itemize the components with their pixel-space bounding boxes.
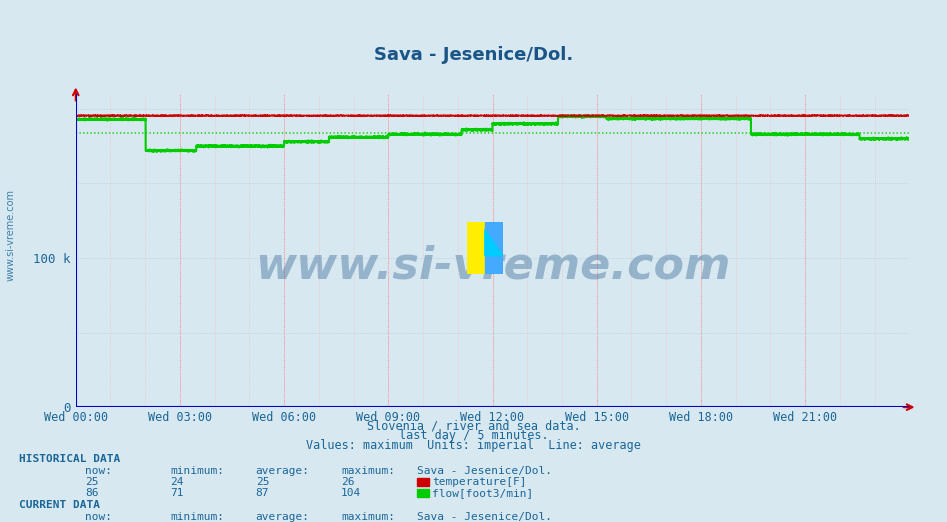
Text: last day / 5 minutes.: last day / 5 minutes. [399, 430, 548, 442]
Text: minimum:: minimum: [170, 512, 224, 522]
Text: www.si-vreme.com: www.si-vreme.com [255, 245, 730, 288]
Text: average:: average: [256, 466, 310, 476]
Text: now:: now: [85, 512, 113, 522]
Text: CURRENT DATA: CURRENT DATA [19, 500, 100, 511]
Text: 26: 26 [341, 477, 354, 488]
Text: Slovenia / river and sea data.: Slovenia / river and sea data. [366, 420, 581, 433]
Text: maximum:: maximum: [341, 512, 395, 522]
Text: 25: 25 [256, 477, 269, 488]
Text: maximum:: maximum: [341, 466, 395, 476]
Text: 25: 25 [85, 477, 98, 488]
Text: www.si-vreme.com: www.si-vreme.com [6, 189, 16, 281]
Text: Sava - Jesenice/Dol.: Sava - Jesenice/Dol. [374, 46, 573, 64]
Text: Values: maximum  Units: imperial  Line: average: Values: maximum Units: imperial Line: av… [306, 439, 641, 452]
Text: Sava - Jesenice/Dol.: Sava - Jesenice/Dol. [417, 512, 552, 522]
Bar [467, 222, 485, 274]
Text: 71: 71 [170, 488, 184, 499]
Text: average:: average: [256, 512, 310, 522]
Text: 24: 24 [170, 477, 184, 488]
Text: 104: 104 [341, 488, 361, 499]
Bar [485, 222, 503, 274]
Text: now:: now: [85, 466, 113, 476]
Text: HISTORICAL DATA: HISTORICAL DATA [19, 454, 120, 465]
Text: flow[foot3/min]: flow[foot3/min] [432, 488, 533, 499]
Text: 87: 87 [256, 488, 269, 499]
Text: Sava - Jesenice/Dol.: Sava - Jesenice/Dol. [417, 466, 552, 476]
Text: 86: 86 [85, 488, 98, 499]
Text: temperature[F]: temperature[F] [432, 477, 527, 488]
Polygon shape [485, 230, 503, 256]
Text: minimum:: minimum: [170, 466, 224, 476]
